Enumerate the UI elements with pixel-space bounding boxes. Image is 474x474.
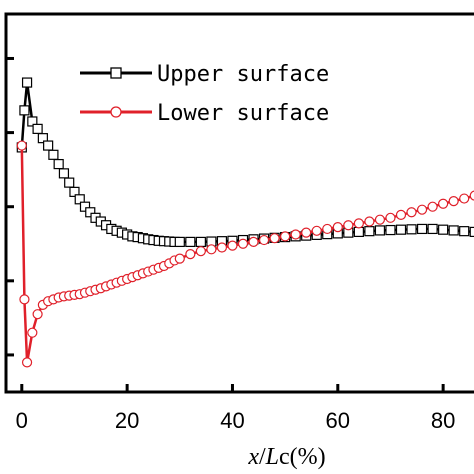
point-0-11 <box>69 186 80 197</box>
point-1-33 <box>195 246 206 257</box>
legend-item-lower: Lower surface <box>80 101 329 126</box>
point-1-53 <box>406 207 417 218</box>
point-0-33 <box>195 236 206 248</box>
point-1-36 <box>227 240 238 251</box>
legend-label-upper: Upper surface <box>157 62 329 87</box>
point-1-43 <box>301 227 312 238</box>
point-1-47 <box>343 220 354 231</box>
point-1-39 <box>258 234 270 246</box>
x-axis-title-rest: c(%) <box>279 444 326 470</box>
x-tick-label-0: 0 <box>16 408 28 433</box>
point-1-32 <box>185 249 196 260</box>
point-1-40 <box>269 233 280 244</box>
series-line-1 <box>20 145 474 363</box>
point-1-41 <box>280 231 291 242</box>
x-tick-label-1: 20 <box>115 408 139 433</box>
y-ticks <box>6 56 14 357</box>
point-0-49 <box>364 226 375 237</box>
point-1-35 <box>216 242 228 253</box>
point-1-42 <box>290 229 301 240</box>
point-0-31 <box>174 236 185 248</box>
point-0-6 <box>43 140 54 151</box>
point-0-4 <box>32 123 43 134</box>
point-0-50 <box>374 225 386 236</box>
point-0-52 <box>395 224 407 235</box>
point-0-57 <box>448 225 459 236</box>
x-tick-label-2: 40 <box>220 408 244 433</box>
point-0-1 <box>19 105 30 116</box>
point-0-13 <box>79 201 91 212</box>
point-1-51 <box>385 212 396 223</box>
point-1-56 <box>438 198 449 209</box>
point-0-2 <box>21 77 33 88</box>
point-1-49 <box>364 216 375 227</box>
x-tick-label-4: 80 <box>431 408 455 433</box>
point-1-0 <box>16 140 27 151</box>
plot-frame <box>4 12 474 394</box>
x-axis-title-var1: x <box>247 444 259 470</box>
legend-marker-lower <box>110 106 122 118</box>
point-0-32 <box>185 236 196 248</box>
point-1-44 <box>311 225 322 236</box>
point-1-52 <box>395 209 407 220</box>
point-1-55 <box>427 201 438 212</box>
point-0-53 <box>406 224 417 235</box>
point-0-51 <box>385 224 396 236</box>
series-1 <box>16 140 474 368</box>
point-1-3 <box>27 327 38 338</box>
point-1-45 <box>322 223 333 235</box>
point-0-14 <box>85 207 96 218</box>
point-1-4 <box>32 309 43 320</box>
point-1-58 <box>459 193 470 204</box>
legend-label-lower: Lower surface <box>157 101 329 126</box>
legend-item-upper: Upper surface <box>80 62 329 87</box>
point-1-31 <box>174 253 185 264</box>
x-axis-title-var2: L <box>265 444 279 470</box>
point-0-55 <box>427 223 438 235</box>
legend: Upper surface Lower surface <box>80 62 329 126</box>
x-tick-label-3: 60 <box>326 408 350 433</box>
point-0-54 <box>416 223 428 235</box>
point-1-34 <box>206 244 217 255</box>
x-ticks: 0 20 40 60 80 <box>16 384 455 433</box>
point-1-50 <box>374 214 386 225</box>
point-0-10 <box>64 177 75 188</box>
point-1-46 <box>332 221 343 233</box>
point-0-56 <box>438 224 449 235</box>
point-1-48 <box>353 218 364 229</box>
x-axis-title-sep: / <box>259 444 266 470</box>
point-1-2 <box>21 357 33 368</box>
point-0-9 <box>58 168 70 179</box>
point-0-5 <box>37 133 48 144</box>
point-0-12 <box>74 194 85 205</box>
series-layer <box>16 77 474 368</box>
point-0-59 <box>469 226 474 238</box>
x-axis-title: x/Lc(%) <box>247 444 325 470</box>
legend-marker-upper <box>110 67 122 79</box>
point-1-57 <box>448 196 459 207</box>
point-0-8 <box>53 158 64 170</box>
point-0-7 <box>48 149 59 160</box>
point-1-37 <box>237 238 249 249</box>
point-1-38 <box>248 236 259 248</box>
point-1-59 <box>469 190 474 201</box>
point-0-48 <box>353 226 364 238</box>
point-0-3 <box>27 116 38 127</box>
point-1-1 <box>19 294 30 305</box>
point-1-54 <box>416 204 428 215</box>
point-0-58 <box>459 226 470 237</box>
